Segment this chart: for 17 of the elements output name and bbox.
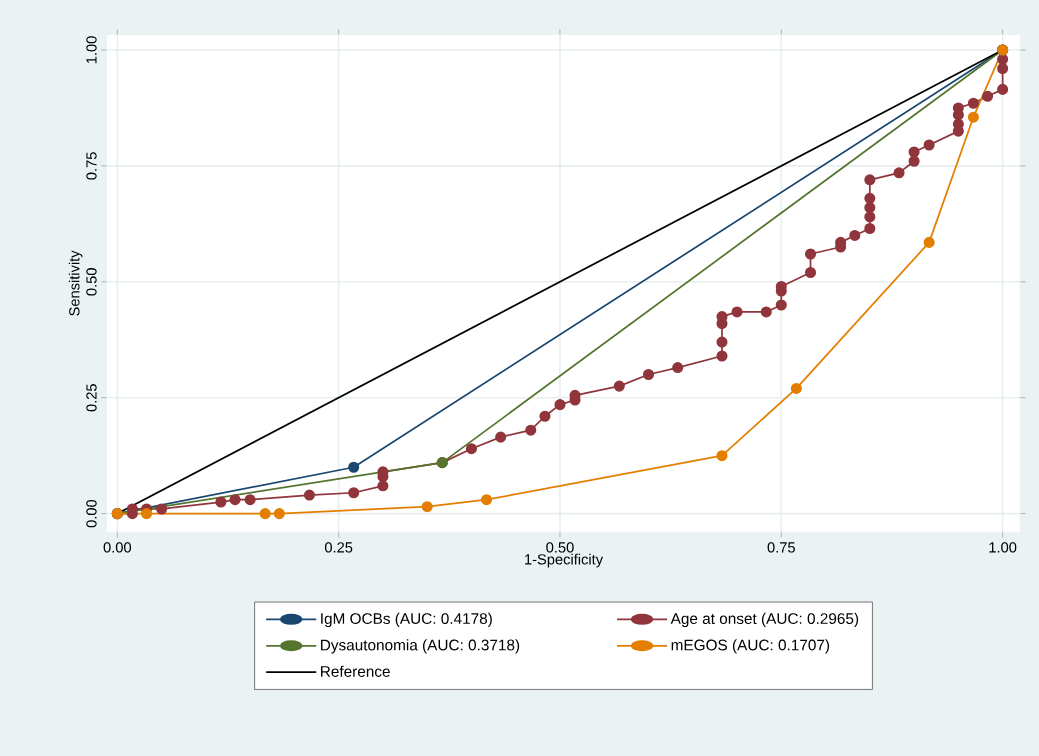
legend-label: Age at onset (AUC: 0.2965) [670,612,859,627]
x-tick-label: 0.50 [546,542,574,553]
x-axis-title: 1-Specificity [525,553,604,568]
x-tick-label: 0.75 [767,542,795,553]
legend-label: Reference [321,665,390,677]
y-tick-label: 0.50 [86,267,97,296]
y-tick-label: 0.25 [86,383,97,412]
y-tick-label: 1.00 [86,36,97,64]
x-tick-label: 0.00 [103,542,132,553]
x-tick-label: 1.00 [989,542,1017,553]
legend-label: IgM OCBs (AUC: 0.4178) [321,612,492,627]
legend-label: Dysautonomia (AUC: 0.3718) [321,639,520,654]
y-tick-label: 0.00 [86,499,97,528]
y-axis-title: Sensitivity [68,250,83,316]
legend-label: mEGOS (AUC: 0.1707) [671,639,830,654]
y-tick-label: 0.75 [86,152,97,180]
x-tick-label: 0.25 [324,542,353,553]
